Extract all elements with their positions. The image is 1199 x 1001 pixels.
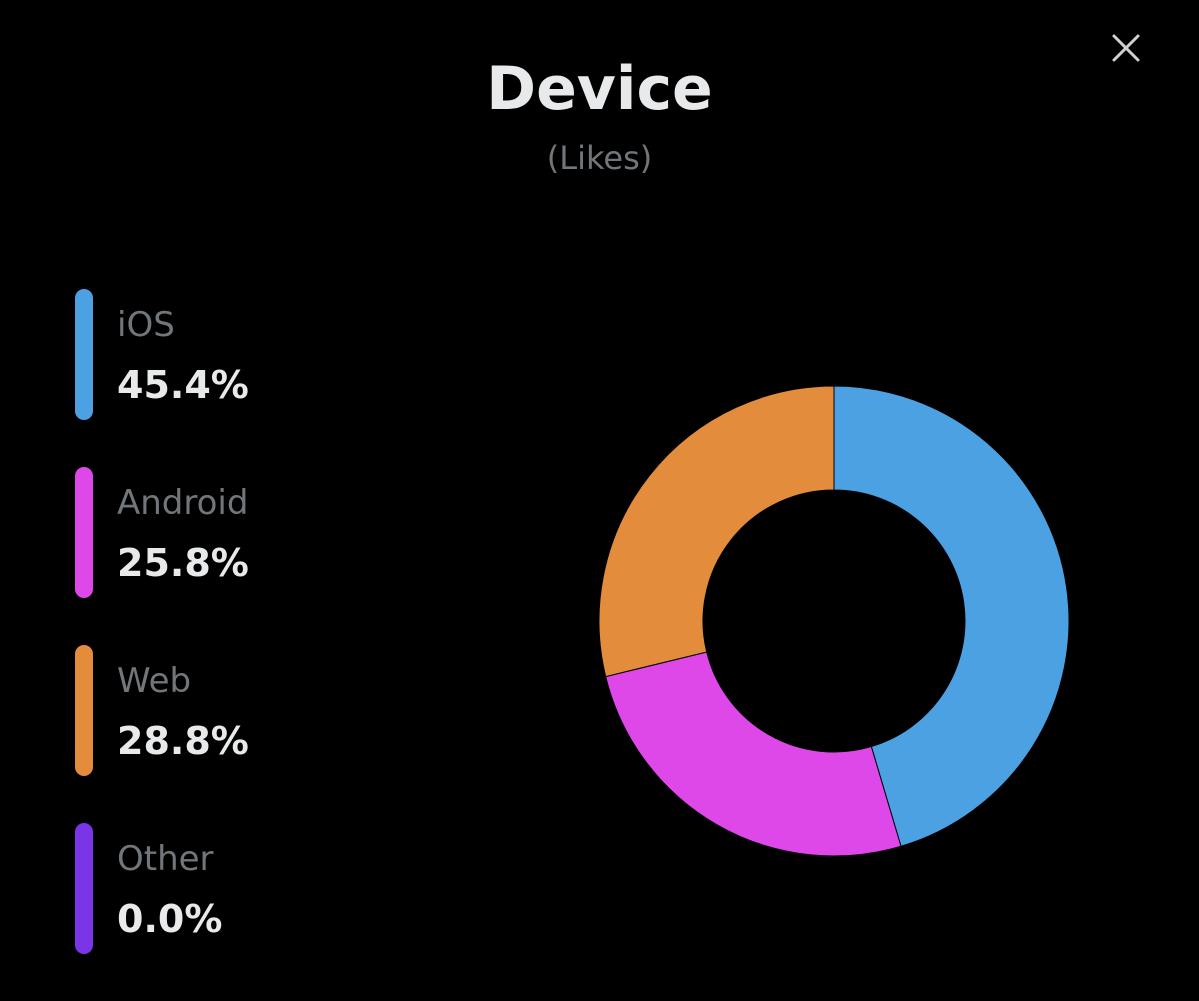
close-button[interactable] <box>1104 26 1148 70</box>
legend-value-web: 28.8% <box>117 719 249 763</box>
legend-item-web: Web 28.8% <box>75 645 495 776</box>
legend-swatch-web <box>75 645 93 776</box>
legend-label-web: Web <box>117 661 192 701</box>
close-icon <box>1112 34 1140 62</box>
legend-label-android: Android <box>117 483 249 523</box>
legend-value-ios: 45.4% <box>117 363 249 407</box>
legend-swatch-other <box>75 823 93 954</box>
legend-label-other: Other <box>117 839 214 879</box>
legend-value-android: 25.8% <box>117 541 249 585</box>
chart-legend: iOS 45.4% Android 25.8% Web 28.8% Other … <box>75 289 495 1001</box>
legend-value-other: 0.0% <box>117 897 223 941</box>
legend-item-other: Other 0.0% <box>75 823 495 954</box>
donut-slice-android <box>605 651 902 857</box>
donut-slice-ios <box>833 385 1070 847</box>
donut-slice-web <box>598 385 835 678</box>
legend-item-android: Android 25.8% <box>75 467 495 598</box>
donut-chart <box>598 385 1070 857</box>
legend-item-ios: iOS 45.4% <box>75 289 495 420</box>
chart-title: Device <box>486 54 713 124</box>
legend-swatch-android <box>75 467 93 598</box>
legend-label-ios: iOS <box>117 305 175 345</box>
chart-subtitle: (Likes) <box>546 139 653 177</box>
legend-swatch-ios <box>75 289 93 420</box>
